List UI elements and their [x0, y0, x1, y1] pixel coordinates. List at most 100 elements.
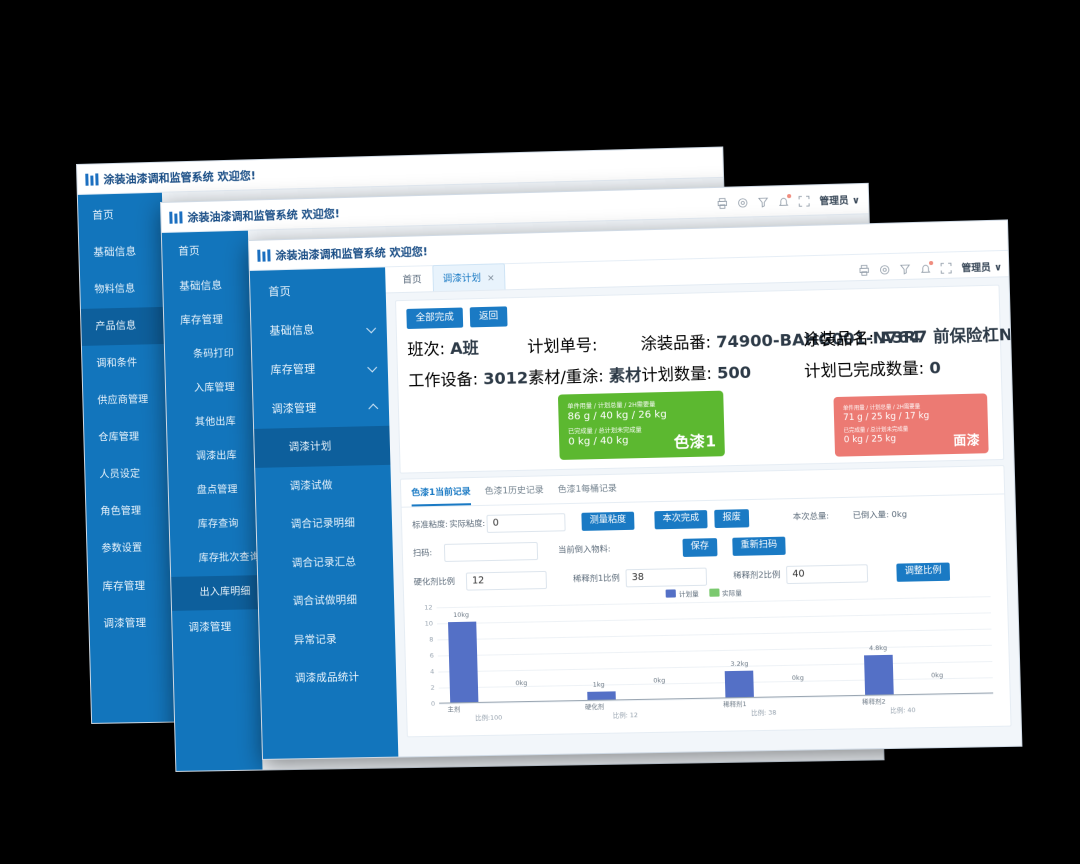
thinner2-ratio-input[interactable] [785, 563, 869, 584]
bar-计划量-2[interactable] [725, 670, 755, 697]
bar-计划量-0[interactable] [447, 621, 479, 702]
legend-item-0[interactable]: 计划量 [665, 587, 699, 598]
funnel-icon[interactable] [758, 196, 770, 207]
gear-icon[interactable] [879, 264, 891, 275]
print-icon[interactable] [717, 197, 729, 208]
paint-card-value-1: 86 g / 40 kg / 26 kg [567, 408, 667, 423]
legend-item-1[interactable]: 实际量 [708, 587, 742, 598]
subtab-history-record[interactable]: 色漆1历史记录 [484, 484, 544, 497]
product-name-label: 涂装品名: [802, 327, 875, 349]
paint-card-mian-qi[interactable]: 单件用量 / 计划总量 / 2H需要量 71 g / 25 kg / 17 kg… [833, 392, 989, 457]
funnel-icon[interactable] [900, 263, 912, 274]
sidebar-item-w3-1[interactable]: 基础信息 [251, 308, 387, 350]
sidebar-item-w1-6[interactable]: 仓库管理 [84, 418, 169, 457]
sidebar-item-w1-5[interactable]: 供应商管理 [83, 381, 168, 420]
print-icon[interactable] [859, 264, 871, 275]
paint-card-value-1: 71 g / 25 kg / 17 kg [843, 410, 930, 423]
sidebar-item-w3-6[interactable]: 调合记录明细 [256, 503, 392, 544]
sidebar-item-w2-7[interactable]: 盘点管理 [168, 473, 255, 509]
tab-label: 首页 [402, 274, 422, 286]
adjust-ratio-button[interactable]: 调整比例 [896, 562, 951, 582]
bar-group-3: 4.8kg 0kg 稀释剂2 比例: 40 [851, 596, 993, 714]
sidebar-item-w1-1[interactable]: 基础信息 [79, 232, 164, 272]
y-axis-tick: 4 [429, 667, 435, 676]
save-button[interactable]: 保存 [682, 537, 718, 557]
sidebar-item-w3-5[interactable]: 调漆试做 [255, 464, 391, 506]
subtab-current-record[interactable]: 色漆1当前记录 [411, 483, 471, 506]
sidebar-item-w2-5[interactable]: 其他出库 [167, 404, 254, 440]
sidebar-item-w1-8[interactable]: 角色管理 [86, 492, 171, 531]
sidebar-item-w2-9[interactable]: 库存批次查询 [170, 541, 261, 577]
sidebar-item-label: 条码打印 [192, 347, 235, 360]
sidebar-item-w1-0[interactable]: 首页 [78, 195, 163, 235]
sidebar-item-label: 出入库明细 [199, 585, 251, 598]
sidebar-item-label: 仓库管理 [98, 431, 140, 444]
user-menu[interactable]: 管理员 ∨ [961, 259, 1002, 274]
sidebar-nav[interactable]: 首页 基础信息 库存管理 调漆管理 调漆计划调漆试做调合记录明细 调合记录汇总 调合试做明细… [249, 267, 399, 759]
complete-all-button[interactable]: 全部完成 [406, 307, 464, 329]
sidebar-item-w2-0[interactable]: 首页 [162, 233, 249, 270]
sidebar-item-w3-7[interactable]: 调合记录汇总 [257, 542, 393, 583]
sidebar-item-w2-3[interactable]: 条码打印 [165, 336, 252, 372]
complete-this-time-button[interactable]: 本次完成 [654, 509, 708, 529]
sidebar-item-w2-8[interactable]: 库存查询 [169, 507, 256, 543]
x-axis-ratio-label: 比例: 40 [890, 706, 916, 715]
sidebar-item-w3-4[interactable]: 调漆计划 [254, 425, 391, 468]
bars-logo-icon [257, 248, 271, 262]
sidebar-item-w2-11[interactable]: 调漆管理 [172, 609, 259, 645]
topbar-actions[interactable]: 管理员 ∨ [859, 251, 1003, 285]
sidebar-item-label: 调漆试做 [289, 478, 333, 492]
sidebar-item-w1-4[interactable]: 调和条件 [82, 344, 167, 383]
sidebar-item-w2-1[interactable]: 基础信息 [163, 267, 250, 304]
fullscreen-icon[interactable] [799, 195, 811, 206]
sidebar-item-w1-9[interactable]: 参数设置 [87, 529, 172, 568]
app-window-front[interactable]: 涂装油漆调和监管系统 欢迎您! 首页 基础信息 库存管理 调漆管理 调漆计划 调漆试做 调合… [248, 219, 1023, 760]
sidebar-item-label: 库存查询 [197, 517, 239, 530]
hardener-ratio-input[interactable] [465, 570, 548, 591]
fullscreen-icon[interactable] [941, 262, 953, 273]
bar-计划量-3[interactable] [863, 654, 894, 695]
bars-logo-icon [169, 210, 183, 224]
paint-card-se-qi-1[interactable]: 单件用量 / 计划总量 / 2H需要量 86 g / 40 kg / 26 kg… [557, 390, 725, 460]
gear-icon[interactable] [737, 197, 749, 208]
sidebar-item-w1-7[interactable]: 人员设定 [85, 455, 170, 494]
sidebar-item-w3-8[interactable]: 调合试做明细 [258, 580, 394, 621]
sidebar-nav[interactable]: 首页 基础信息 库存管理条码打印入库管理 其他出库 调漆出库 盘点管理库存查询库存批次查询… [161, 230, 263, 771]
y-axis-tick: 2 [430, 683, 435, 692]
sidebar-item-w1-11[interactable]: 调漆管理 [89, 604, 174, 643]
sidebar-item-w1-10[interactable]: 库存管理 [88, 566, 173, 605]
sidebar-item-w2-4[interactable]: 入库管理 [166, 370, 253, 406]
actual-viscosity-input[interactable] [486, 512, 566, 533]
current-material-label: 当前倒入物料: [557, 543, 611, 555]
sidebar-item-w1-2[interactable]: 物料信息 [80, 270, 165, 309]
back-button[interactable]: 返回 [469, 306, 508, 327]
sidebar-item-w2-2[interactable]: 库存管理 [164, 302, 251, 339]
paint-card-name: 色漆1 [673, 431, 717, 451]
done-qty-value: 0 [929, 357, 941, 378]
sidebar-item-w3-10[interactable]: 调漆成品统计 [260, 657, 396, 698]
measure-viscosity-button[interactable]: 测量粘度 [581, 511, 635, 531]
rescan-button[interactable]: 重新扫码 [732, 536, 786, 556]
sidebar-item-w3-2[interactable]: 库存管理 [252, 348, 388, 390]
sidebar-item-label: 库存批次查询 [198, 551, 261, 564]
sidebar-item-w3-9[interactable]: 异常记录 [259, 619, 395, 660]
bar-计划量-1[interactable] [587, 690, 616, 700]
tab-paint-plan[interactable]: 调漆计划 × [432, 263, 506, 292]
sidebar-item-w3-0[interactable]: 首页 [250, 269, 386, 312]
scrap-button[interactable]: 报废 [714, 508, 750, 528]
sidebar-item-w2-10[interactable]: 出入库明细 [171, 574, 259, 611]
hardener-ratio-label: 硬化剂比例 [413, 576, 456, 588]
topbar-actions[interactable]: 管理员 ∨ [717, 184, 861, 218]
subtab-barrel-record[interactable]: 色漆1每桶记录 [557, 483, 617, 495]
close-icon[interactable]: × [486, 273, 495, 284]
sidebar-item-w3-3[interactable]: 调漆管理 [253, 387, 389, 429]
bell-icon[interactable] [778, 193, 792, 207]
sidebar-item-w2-6[interactable]: 调漆出库 [167, 438, 254, 474]
thinner1-ratio-input[interactable] [625, 567, 708, 587]
user-menu[interactable]: 管理员 ∨ [819, 192, 860, 207]
tab-home[interactable]: 首页 [393, 266, 431, 292]
scan-input[interactable] [443, 541, 539, 562]
x-axis-category-label: 稀释剂2 [862, 697, 886, 706]
sidebar-item-w1-3[interactable]: 产品信息 [80, 306, 167, 346]
bell-icon[interactable] [920, 260, 934, 274]
